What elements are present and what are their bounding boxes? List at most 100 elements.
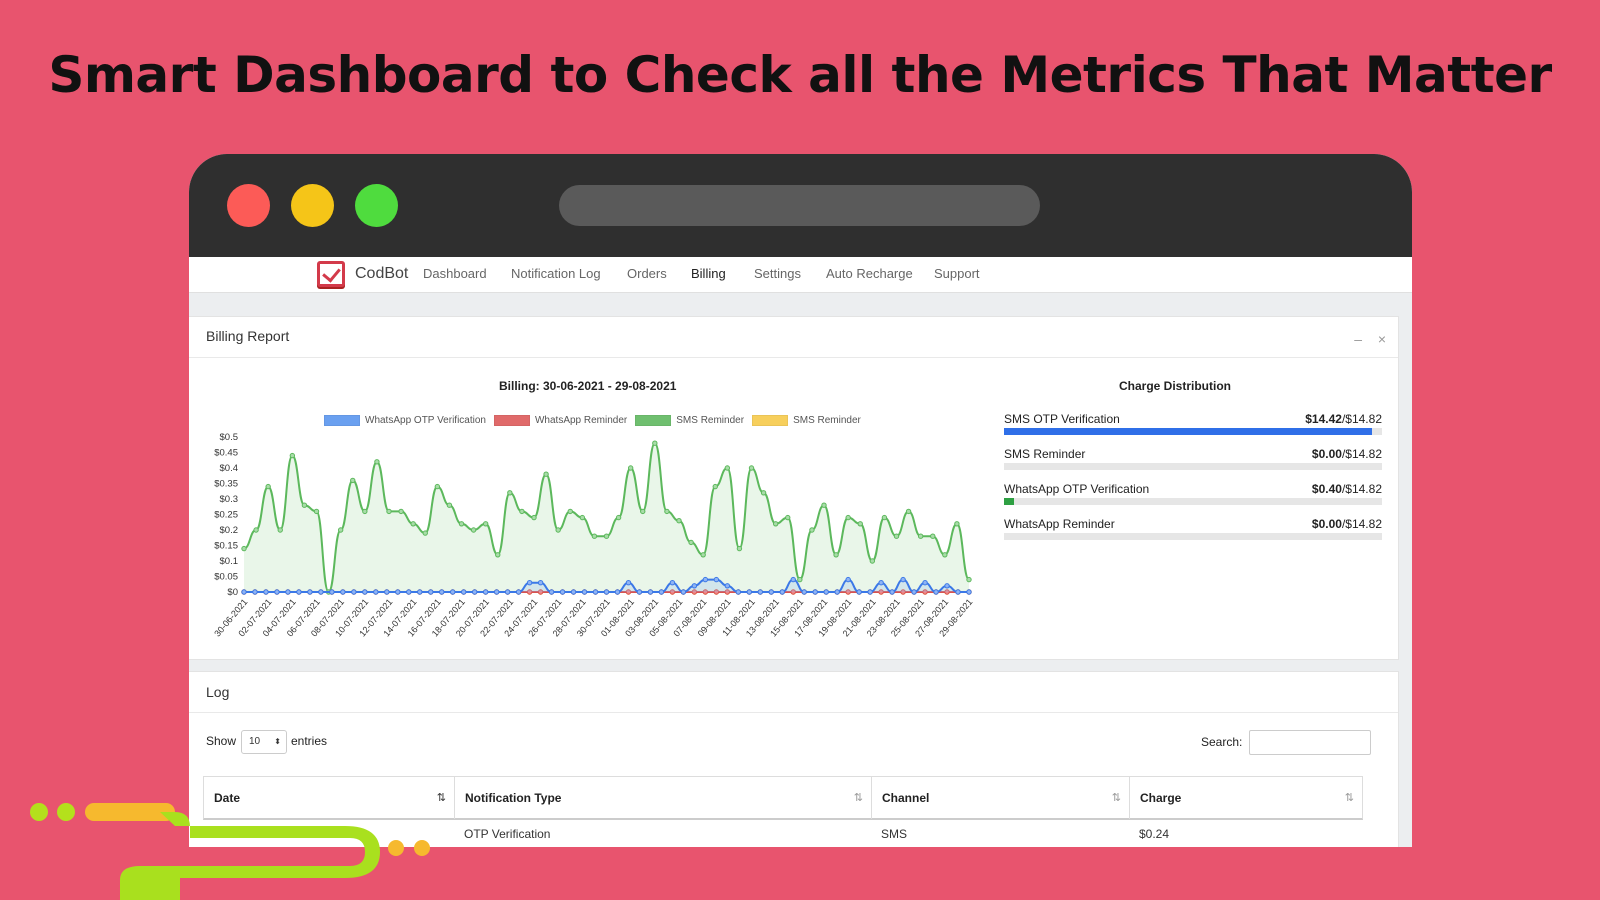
legend-item[interactable]: SMS Reminder	[635, 415, 744, 426]
distribution-bar-track	[1004, 428, 1382, 435]
data-point	[289, 452, 296, 459]
nav-settings[interactable]: Settings	[754, 266, 801, 281]
nav-orders[interactable]: Orders	[627, 266, 667, 281]
data-point	[785, 514, 791, 521]
data-point	[526, 589, 533, 595]
log-table-header: Date ⇅ Notification Type ⇅ Channel ⇅ Charge…	[203, 776, 1363, 820]
data-point	[966, 589, 972, 595]
data-point	[277, 527, 283, 533]
data-point	[640, 508, 646, 515]
brand[interactable]: CodBot	[317, 259, 408, 289]
nav-dashboard[interactable]: Dashboard	[423, 266, 487, 281]
data-point	[878, 580, 884, 586]
data-point	[867, 589, 873, 595]
cell-channel: SMS	[881, 827, 908, 841]
address-bar[interactable]	[559, 185, 1040, 226]
nav-support[interactable]: Support	[934, 266, 980, 281]
maximize-window-icon[interactable]	[355, 184, 398, 227]
data-point	[398, 508, 404, 515]
data-point	[548, 589, 555, 595]
data-point	[384, 589, 390, 595]
column-header-charge[interactable]: Charge ⇅	[1130, 777, 1362, 819]
card-title: Log	[206, 684, 230, 700]
data-point	[790, 576, 796, 583]
data-point	[526, 580, 533, 586]
data-point	[493, 589, 500, 595]
search-input[interactable]	[1249, 730, 1371, 755]
codbot-logo-icon	[317, 261, 345, 287]
nav-auto-recharge[interactable]: Auto Recharge	[826, 266, 913, 281]
data-point	[567, 508, 573, 515]
data-point	[821, 502, 827, 508]
nav-notification-log[interactable]: Notification Log	[511, 266, 601, 281]
data-point	[942, 552, 948, 558]
nav-billing[interactable]: Billing	[691, 266, 726, 281]
minimize-icon[interactable]: –	[1354, 331, 1362, 347]
billing-report-card: Billing Report – × Billing: 30-06-2021 -…	[189, 316, 1399, 660]
legend-item[interactable]: SMS Reminder	[752, 415, 861, 426]
legend-item[interactable]: WhatsApp Reminder	[493, 415, 628, 426]
data-point	[395, 589, 401, 595]
brand-name: CodBot	[355, 265, 409, 282]
data-point	[592, 589, 599, 595]
data-point	[676, 518, 682, 524]
data-point	[422, 530, 428, 536]
column-header-notification-type[interactable]: Notification Type ⇅	[455, 777, 872, 819]
column-header-date[interactable]: Date ⇅	[204, 777, 455, 819]
data-point	[417, 589, 423, 595]
close-icon[interactable]: ×	[1377, 331, 1386, 347]
data-point	[772, 521, 779, 527]
data-point	[362, 589, 368, 595]
chart-title: Billing: 30-06-2021 - 29-08-2021	[499, 379, 677, 393]
column-header-channel[interactable]: Channel ⇅	[872, 777, 1130, 819]
y-tick-label: $0.4	[220, 463, 239, 474]
distribution-value: $0.40/$14.82	[1311, 482, 1382, 496]
data-point	[691, 583, 698, 589]
y-tick-label: $0.5	[220, 432, 239, 443]
data-point	[833, 552, 839, 558]
legend-item[interactable]: WhatsApp OTP Verification	[324, 415, 486, 426]
data-point	[340, 589, 346, 595]
data-point	[790, 589, 796, 595]
data-point	[410, 521, 416, 527]
data-point	[504, 589, 511, 595]
data-point	[318, 589, 324, 595]
close-window-icon[interactable]	[227, 184, 270, 227]
y-tick-label: $0.15	[214, 541, 238, 552]
distribution-bar-track	[1004, 498, 1382, 505]
data-point	[760, 490, 767, 496]
entries-select[interactable]: 10 ⬍	[241, 730, 287, 754]
data-point	[845, 589, 851, 595]
distribution-bar-track	[1004, 463, 1382, 470]
data-point	[241, 545, 247, 552]
data-point	[856, 589, 862, 595]
distribution-bar-fill	[1004, 428, 1372, 435]
data-point	[581, 589, 588, 595]
data-point	[664, 508, 670, 515]
legend-label: WhatsApp Reminder	[534, 415, 628, 426]
data-point	[724, 583, 731, 589]
minimize-window-icon[interactable]	[291, 184, 334, 227]
data-point	[482, 589, 489, 595]
y-tick-label: $0.45	[214, 448, 238, 459]
data-point	[531, 514, 537, 521]
data-point	[519, 508, 525, 515]
legend-label: WhatsApp OTP Verification	[365, 415, 486, 426]
data-point	[669, 589, 676, 595]
data-point	[809, 527, 815, 533]
data-point	[713, 576, 720, 583]
data-point	[688, 539, 694, 546]
sort-icon: ⇅	[1111, 792, 1121, 804]
data-point	[406, 589, 412, 595]
data-point	[881, 514, 888, 521]
data-point	[615, 514, 622, 521]
data-point	[434, 483, 441, 490]
data-point	[470, 527, 477, 533]
data-point	[537, 580, 544, 586]
data-point	[768, 589, 774, 595]
data-point	[350, 477, 356, 484]
data-point	[878, 589, 884, 595]
data-point	[301, 502, 308, 508]
data-point	[922, 589, 928, 595]
data-point	[724, 589, 731, 595]
